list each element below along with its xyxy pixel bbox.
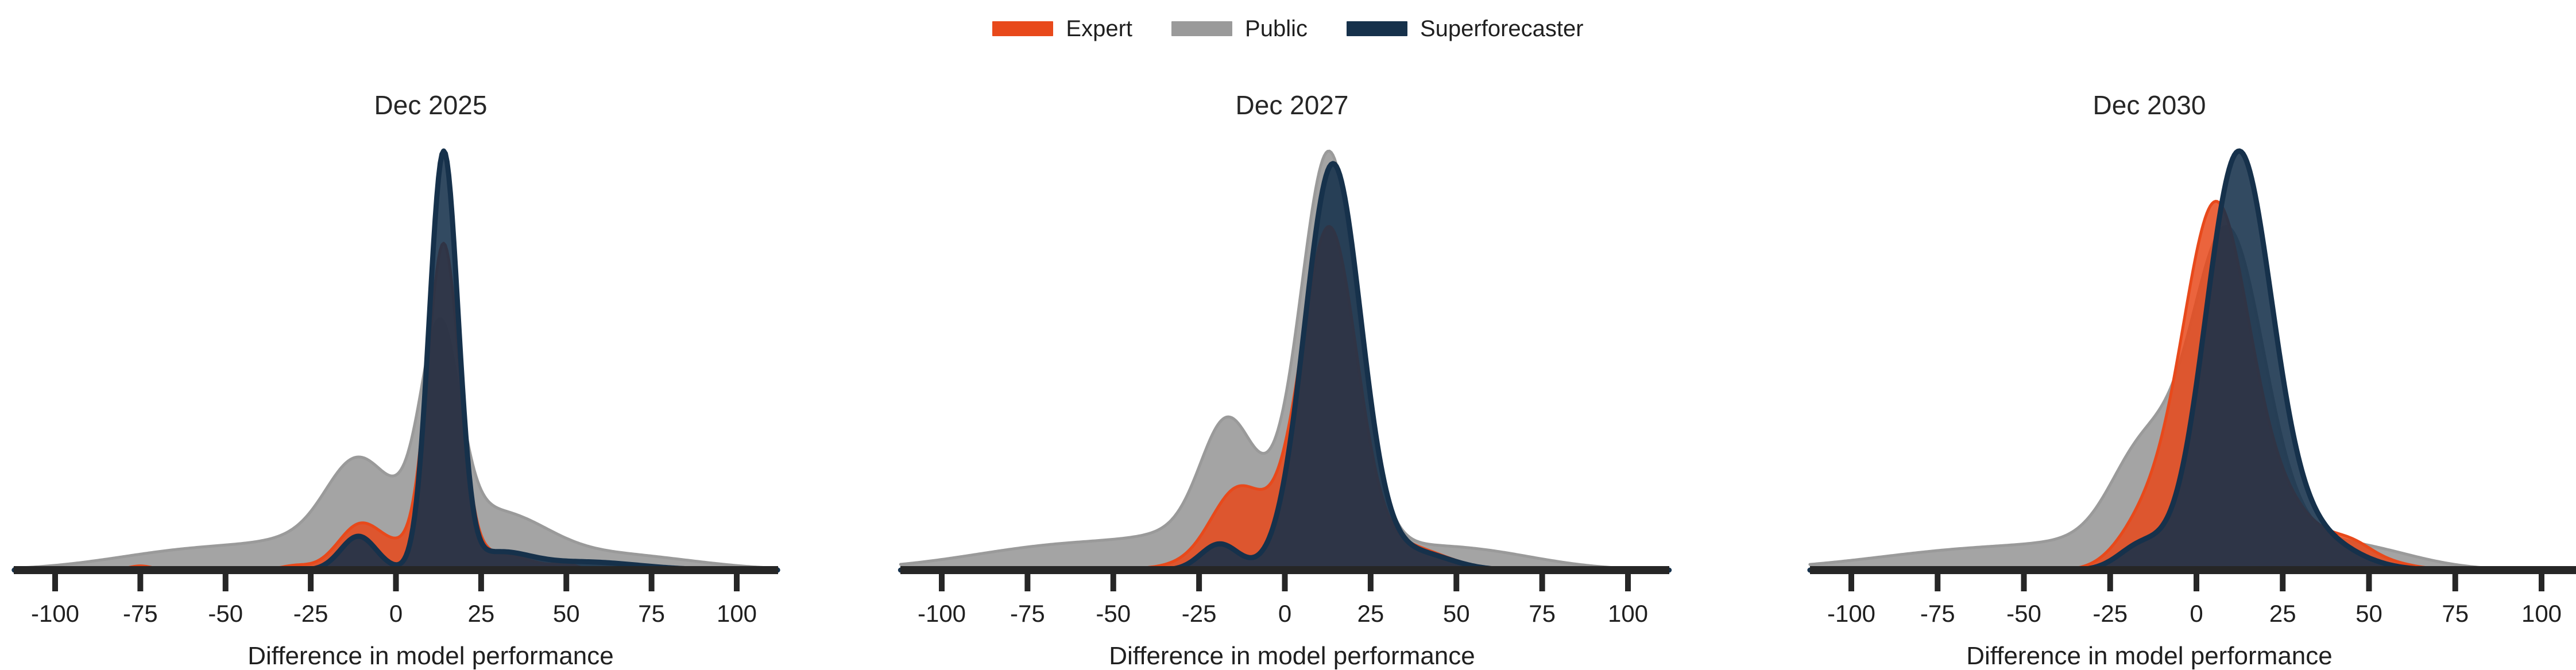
x-tick-label: 25 (467, 600, 495, 627)
density-area (14, 319, 778, 570)
x-axis-tick (939, 574, 945, 591)
x-tick-label: -25 (1181, 600, 1217, 627)
legend-label: Public (1245, 16, 1308, 41)
panel-title: Dec 2030 (2092, 90, 2206, 120)
legend-label: Superforecaster (1419, 16, 1584, 41)
x-tick-label: -100 (30, 600, 80, 627)
x-tick-label: 0 (2190, 600, 2203, 627)
public-swatch (1171, 21, 1233, 36)
x-tick-label: -75 (1920, 600, 1955, 627)
density-area (900, 163, 1669, 570)
panel-title: Dec 2025 (374, 90, 488, 120)
x-tick-label: 75 (638, 600, 665, 627)
density-series-public (13, 317, 779, 570)
x-tick-label: 0 (1278, 600, 1292, 627)
x-axis-tick (2280, 574, 2286, 591)
x-axis-label: Difference in model performance (247, 642, 614, 670)
x-axis-tick (1539, 574, 1545, 591)
x-axis-tick (1935, 574, 1941, 591)
x-axis-tick (2021, 574, 2027, 591)
x-axis-tick (222, 574, 229, 591)
legend-label: Expert (1066, 16, 1133, 41)
x-axis-tick (734, 574, 740, 591)
density-series-superforecaster (898, 161, 1672, 573)
x-tick-label: 100 (716, 600, 757, 627)
x-tick-label: -75 (123, 600, 158, 627)
x-axis-tick (2539, 574, 2544, 591)
legend-item-expert[interactable]: Expert (992, 17, 1132, 40)
x-tick-label: 50 (1442, 600, 1470, 627)
x-tick-label: -25 (293, 600, 328, 627)
density-outline (899, 149, 1671, 571)
x-tick-label: -75 (1010, 600, 1045, 627)
density-plot (11, 148, 780, 591)
x-axis-tick (2366, 574, 2372, 591)
panel-dec-2027: Dec 2027 -100 -75 -50 -25 0 25 50 75 100 Differenc… (861, 0, 1723, 670)
x-axis-tick (1367, 574, 1374, 591)
x-tick-label: 0 (389, 600, 403, 627)
chart-legend: Expert Public Superforecaster (0, 0, 2576, 57)
density-area (1809, 201, 2576, 570)
x-axis-line (900, 566, 1669, 574)
x-tick-label: 75 (1529, 600, 1556, 627)
x-tick-label: -100 (917, 600, 966, 627)
x-tick-label: 50 (552, 600, 580, 627)
x-axis-tick (2194, 574, 2199, 591)
x-tick-label: -25 (2092, 600, 2128, 627)
superforecaster-swatch (1346, 21, 1407, 36)
x-axis-tick (308, 574, 314, 591)
legend-item-public[interactable]: Public (1171, 17, 1308, 40)
x-tick-label: 25 (1357, 600, 1384, 627)
panel-dec-2025: Dec 2025 -100 -75 -50 -25 0 25 50 75 100 Differenc… (0, 0, 861, 670)
density-plot (898, 149, 1672, 591)
x-axis-tick (648, 574, 655, 591)
x-tick-label: 100 (2521, 600, 2562, 627)
x-axis-tick (52, 574, 58, 591)
x-axis-tick (2452, 574, 2458, 591)
x-axis-label: Difference in model performance (1109, 642, 1475, 670)
x-axis-tick (1110, 574, 1116, 591)
x-tick-label: -100 (1827, 600, 1876, 627)
x-tick-label: -50 (1096, 600, 1131, 627)
x-axis-tick (2107, 574, 2113, 591)
x-axis-tick (137, 574, 144, 591)
x-axis-tick (478, 574, 484, 591)
x-axis-tick (1848, 574, 1854, 591)
x-axis-label: Difference in model performance (1966, 642, 2333, 670)
x-axis-line (14, 566, 778, 574)
expert-swatch (992, 21, 1054, 36)
x-tick-label: 25 (2269, 600, 2296, 627)
x-axis-tick (1453, 574, 1460, 591)
x-tick-label: 75 (2442, 600, 2469, 627)
legend-item-superforecaster[interactable]: Superforecaster (1346, 16, 1584, 41)
x-axis-tick (563, 574, 570, 591)
x-axis-tick (1282, 574, 1288, 591)
x-tick-label: 50 (2355, 600, 2382, 627)
panel-dec-2030: Dec 2030 -100 -75 -50 -25 0 25 50 75 100 Differenc… (1723, 0, 2576, 670)
x-axis-tick (1024, 574, 1031, 591)
x-axis-tick (393, 574, 399, 591)
panel-title: Dec 2027 (1235, 90, 1349, 120)
density-plot (1807, 148, 2576, 591)
x-axis-tick (1196, 574, 1202, 591)
density-area (1809, 151, 2576, 570)
x-tick-label: 100 (1607, 600, 1649, 627)
x-tick-label: -50 (2006, 600, 2041, 627)
x-axis-tick (1625, 574, 1631, 591)
x-tick-label: -50 (208, 600, 243, 627)
x-axis-line (1810, 566, 2576, 574)
density-outline (13, 317, 779, 570)
